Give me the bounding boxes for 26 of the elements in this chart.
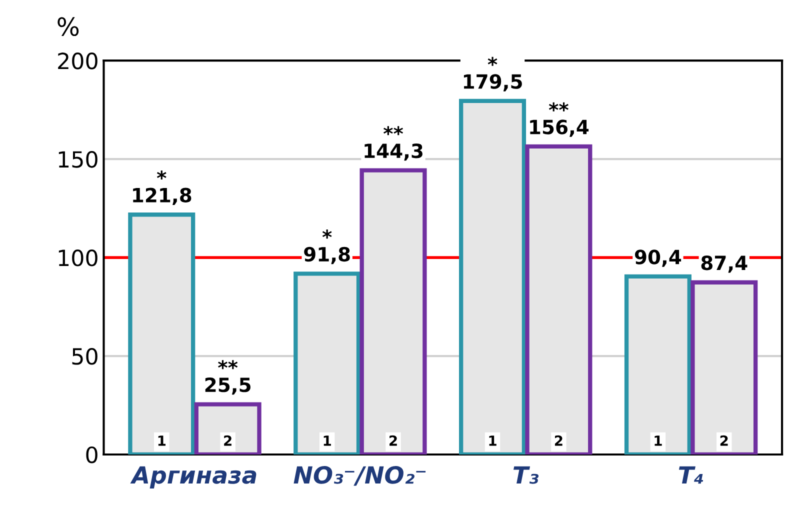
data-label: * 121,8 bbox=[133, 170, 192, 205]
data-label: ** 25,5 bbox=[205, 360, 250, 395]
text: 2 bbox=[390, 435, 397, 446]
x-tick-label: T₃ bbox=[514, 466, 539, 484]
y-tick-label: 200 bbox=[58, 52, 98, 70]
series-label: 1 bbox=[158, 436, 166, 446]
text: 1 bbox=[654, 436, 662, 446]
text: 2 bbox=[720, 435, 728, 446]
series-label: 2 bbox=[224, 435, 232, 446]
text: 2 bbox=[554, 435, 562, 446]
x-tick-label: T₄ bbox=[678, 466, 704, 484]
data-label: * 91,8 bbox=[304, 230, 350, 264]
y-tick-label: 100 bbox=[58, 250, 98, 266]
data-label: * 179,5 bbox=[464, 56, 522, 92]
y-tick-label: 0 bbox=[86, 446, 98, 464]
y-axis-title: % bbox=[58, 17, 79, 36]
data-label: 87,4 bbox=[701, 256, 748, 273]
data-label: ** 144,3 bbox=[364, 126, 422, 161]
x-tick-label: NO₃⁻/NO₂⁻ bbox=[294, 466, 426, 486]
data-label: ** 156,4 bbox=[530, 102, 589, 137]
x-tick-label: Аргиназа bbox=[130, 466, 256, 488]
text: 1 bbox=[489, 436, 496, 446]
y-tick-label: 150 bbox=[58, 151, 98, 168]
text: 1 bbox=[324, 436, 331, 446]
data-label: 90,4 bbox=[634, 250, 682, 267]
y-tick-label: 50 bbox=[72, 348, 98, 365]
